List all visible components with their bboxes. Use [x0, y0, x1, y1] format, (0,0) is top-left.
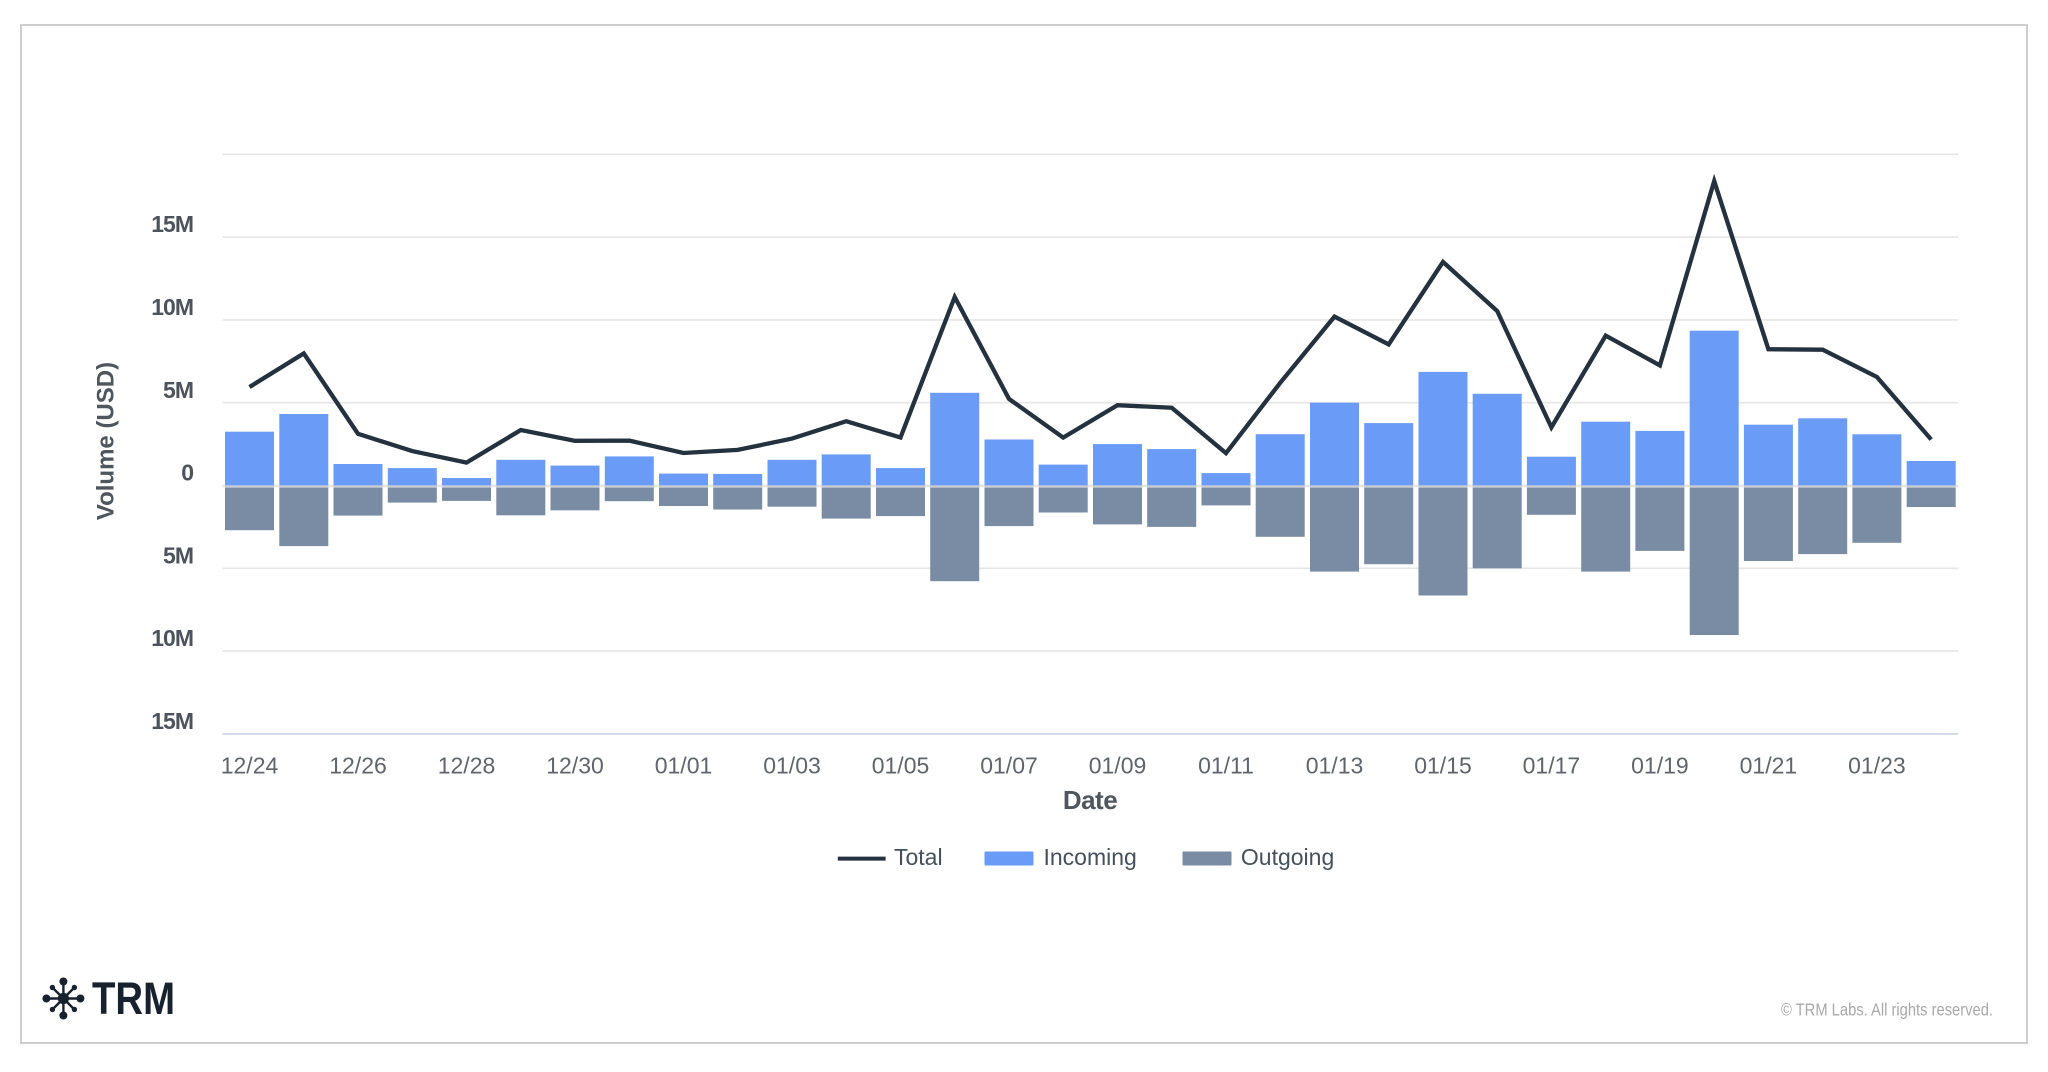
svg-text:Date: Date	[1063, 785, 1117, 815]
svg-text:01/05: 01/05	[872, 752, 930, 778]
svg-text:12/26: 12/26	[329, 752, 387, 778]
svg-text:Total: Total	[894, 844, 943, 870]
svg-text:01/23: 01/23	[1848, 752, 1906, 778]
svg-text:12/28: 12/28	[438, 752, 496, 778]
svg-text:10M: 10M	[151, 625, 193, 651]
svg-text:01/13: 01/13	[1306, 752, 1364, 778]
svg-text:Volume (USD): Volume (USD)	[92, 362, 119, 520]
svg-text:5M: 5M	[163, 542, 193, 568]
svg-text:12/30: 12/30	[546, 752, 604, 778]
svg-text:01/03: 01/03	[763, 752, 821, 778]
svg-text:01/09: 01/09	[1089, 752, 1147, 778]
svg-text:5M: 5M	[163, 377, 193, 403]
svg-text:15M: 15M	[151, 708, 193, 734]
svg-text:TRM: TRM	[92, 973, 175, 1024]
svg-text:15M: 15M	[151, 211, 193, 237]
svg-text:10M: 10M	[151, 294, 193, 320]
svg-text:01/11: 01/11	[1198, 752, 1254, 778]
svg-text:01/07: 01/07	[980, 752, 1038, 778]
svg-text:01/19: 01/19	[1631, 752, 1689, 778]
svg-text:Incoming: Incoming	[1044, 844, 1137, 870]
svg-text:0: 0	[181, 460, 193, 486]
svg-text:01/21: 01/21	[1740, 752, 1798, 778]
svg-text:01/15: 01/15	[1414, 752, 1472, 778]
svg-text:Outgoing: Outgoing	[1241, 844, 1334, 870]
svg-text:01/01: 01/01	[655, 752, 713, 778]
svg-text:01/17: 01/17	[1523, 752, 1581, 778]
svg-text:© TRM Labs. All rights reserve: © TRM Labs. All rights reserved.	[1781, 1000, 1993, 1020]
svg-text:12/24: 12/24	[221, 752, 279, 778]
